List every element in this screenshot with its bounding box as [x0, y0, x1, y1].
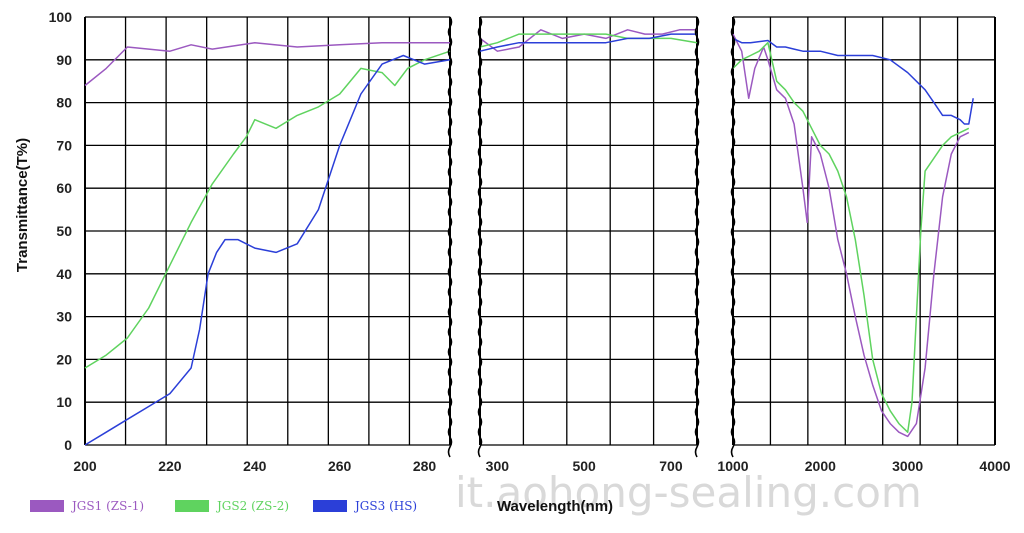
series-jgs1-panel-1: [84, 41, 450, 87]
axis-break-edge: [447, 16, 453, 458]
y-tick-label: 60: [56, 180, 72, 196]
series-jgs2-panel-3: [732, 41, 970, 433]
axis-break-edge: [730, 16, 736, 458]
y-tick-label: 100: [49, 9, 73, 25]
series-jgs2-panel-1: [84, 50, 451, 369]
panel-3-grid: [732, 16, 996, 446]
series-jgs1-panel-2: [479, 29, 697, 52]
legend-item-jgs3: JGS3 (HS): [313, 499, 417, 513]
axis-break-edge: [694, 16, 700, 458]
x-tick-label: 260: [328, 458, 352, 474]
y-tick-label: 10: [56, 394, 72, 410]
axis-break-1: [447, 13, 483, 458]
x-tick-label: 4000: [979, 458, 1010, 474]
axis-break-gap: [451, 13, 479, 451]
watermark: it.aohong-sealing.com: [455, 468, 922, 517]
legend-label: JGS3 (HS): [353, 499, 417, 513]
y-tick-label: 80: [56, 95, 72, 111]
series-jgs3-panel-2: [479, 33, 697, 52]
panel-3: 1000 2000 3000 4000: [717, 16, 1011, 474]
x-tick-label: 220: [158, 458, 182, 474]
legend-item-jgs1: JGS1 (ZS-1): [30, 499, 144, 513]
legend-item-jgs2: JGS2 (ZS-2): [175, 499, 289, 513]
y-tick-label: 20: [56, 351, 72, 367]
y-tick-label: 50: [56, 223, 72, 239]
x-tick-label: 240: [243, 458, 267, 474]
legend-swatch: [30, 500, 64, 512]
legend-swatch: [313, 500, 347, 512]
panel-1: 200 220 240 260 280: [73, 16, 451, 474]
legend-label: JGS2 (ZS-2): [215, 499, 289, 513]
legend-swatch: [175, 500, 209, 512]
series-jgs3-panel-1: [84, 54, 451, 446]
x-tick-label: 1000: [717, 458, 748, 474]
series-jgs3-panel-3: [732, 37, 974, 125]
axis-break-gap: [698, 13, 732, 451]
panel-1-grid: [84, 16, 451, 446]
legend-label: JGS1 (ZS-1): [70, 499, 144, 513]
y-tick-label: 90: [56, 52, 72, 68]
x-tick-label: 2000: [805, 458, 836, 474]
y-tick-label: 70: [56, 137, 72, 153]
x-tick-label: 280: [413, 458, 437, 474]
x-tick-label: 200: [73, 458, 97, 474]
x-tick-label: 500: [572, 458, 596, 474]
series-jgs2-panel-2: [479, 33, 698, 48]
axis-break-2: [694, 13, 736, 458]
axis-break-edge: [477, 16, 483, 458]
y-tick-label: 0: [64, 437, 72, 453]
chart-panels: 200 220 240 260 280 300 500 700 1000 2000 3000 4000: [73, 13, 1011, 474]
x-axis-title: Wavelength(nm): [497, 498, 613, 515]
y-tick-labels: 0 10 20 30 40 50 60 70 80 90 100: [49, 9, 73, 453]
legend: JGS1 (ZS-1) JGS2 (ZS-2) JGS3 (HS): [30, 499, 417, 513]
panel-2: 300 500 700: [479, 16, 698, 474]
series-jgs1-panel-3: [732, 33, 970, 438]
y-tick-label: 30: [56, 309, 72, 325]
panel-2-grid: [479, 16, 698, 446]
x-tick-label: 3000: [892, 458, 923, 474]
x-tick-label: 700: [659, 458, 683, 474]
y-tick-label: 40: [56, 266, 72, 282]
x-tick-label: 300: [486, 458, 510, 474]
y-axis-title: Transmittance(T%): [14, 138, 31, 272]
